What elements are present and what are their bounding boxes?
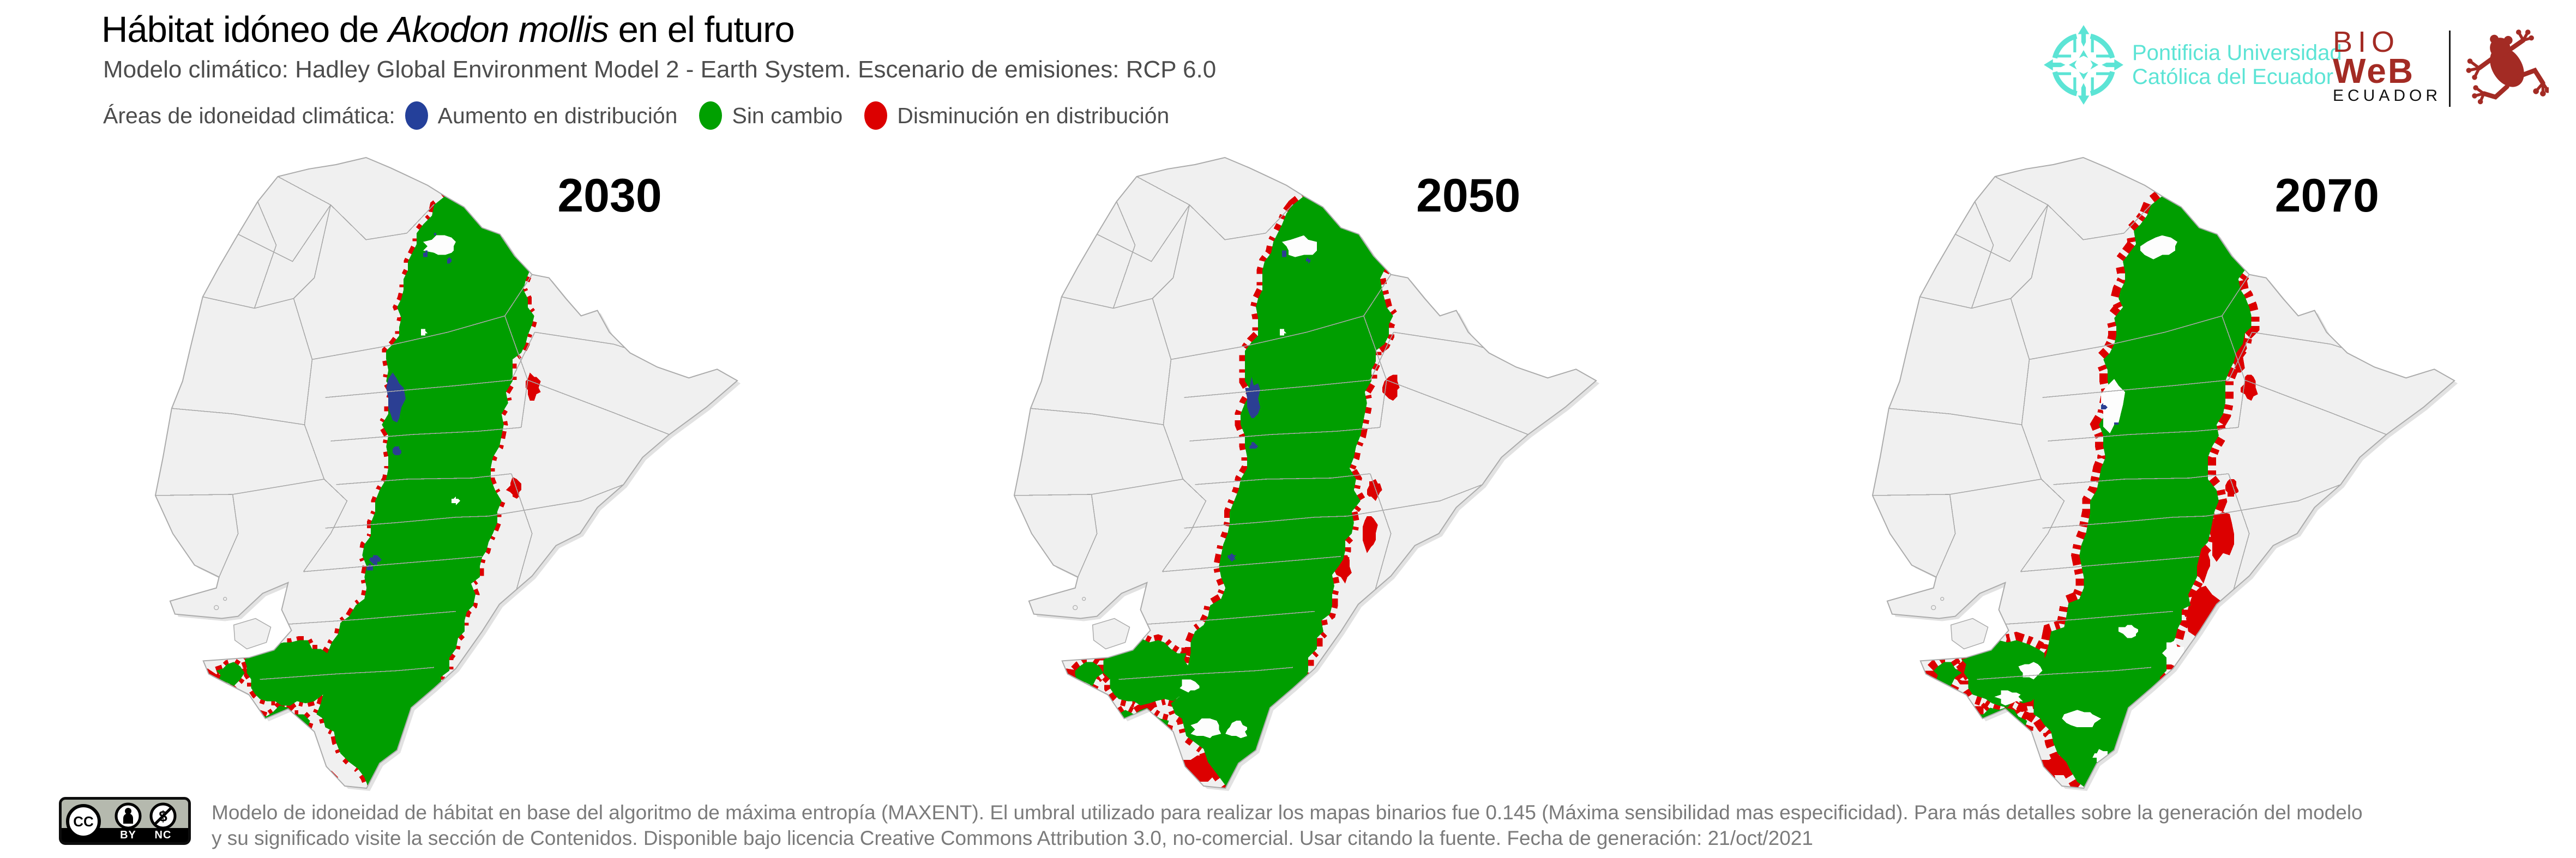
page-title: Hábitat idóneo de Akodon mollis en el fu… <box>101 9 795 51</box>
frog-icon <box>2466 29 2549 105</box>
bioweb-logo-text: BIO WeB ECUADOR <box>2333 26 2442 110</box>
puce-emblem-icon <box>2044 25 2123 105</box>
creative-commons-badge: CC $ BY NC <box>59 797 191 845</box>
year-label-2050: 2050 <box>1416 170 1521 222</box>
map-panel-2030: 2030 <box>0 152 859 800</box>
year-label-2030: 2030 <box>557 170 662 222</box>
cc-nc-dollar-icon: $ <box>149 802 177 830</box>
footer-note-line1: Modelo de idoneidad de hábitat en base d… <box>212 801 2363 824</box>
map-panel-2050: 2050 <box>859 152 1718 800</box>
map-2050 <box>1013 156 1599 791</box>
legend-dot-nochange-icon <box>699 101 723 130</box>
bioweb-ecuador-text: ECUADOR <box>2333 87 2442 105</box>
bioweb-logo: BIO WeB ECUADOR <box>2333 26 2549 110</box>
legend-item-nochange: Sin cambio <box>699 101 842 130</box>
title-species: Akodon mollis <box>388 9 609 50</box>
svg-text:CC: CC <box>73 813 94 830</box>
puce-logo: Pontificia Universidad Católica del Ecua… <box>2044 25 2342 105</box>
cc-icon: CC <box>66 804 101 839</box>
map-panel-2070: 2070 <box>1717 152 2576 800</box>
footer-note-line2: y su significado visite la sección de Co… <box>212 827 1813 849</box>
bioweb-bio-text: BIO <box>2333 26 2400 58</box>
subtitle-climate-model: Modelo climático: Hadley Global Environm… <box>103 56 1217 83</box>
puce-line2: Católica del Ecuador <box>2132 65 2334 89</box>
legend-item-decrease-label: Disminución en distribución <box>897 102 1170 128</box>
legend-item-increase-label: Aumento en distribución <box>437 102 678 128</box>
puce-logo-text: Pontificia Universidad Católica del Ecua… <box>2132 41 2342 89</box>
puce-line1: Pontificia Universidad <box>2132 41 2342 65</box>
legend-item-increase: Aumento en distribución <box>405 101 678 130</box>
map-2030 <box>154 156 741 791</box>
cc-nc-label: NC <box>154 829 172 841</box>
footer-note: Modelo de idoneidad de hábitat en base d… <box>212 800 2363 851</box>
year-label-2070: 2070 <box>2274 170 2379 222</box>
legend-label: Áreas de idoneidad climática: <box>103 102 395 128</box>
maps-row: 2030 2050 2070 <box>0 152 2576 800</box>
map-2070 <box>1872 156 2458 791</box>
legend-dot-increase-icon <box>405 101 428 130</box>
bioweb-web-text: WeB <box>2333 51 2415 90</box>
legend-item-nochange-label: Sin cambio <box>732 102 843 128</box>
bioweb-divider <box>2449 31 2451 107</box>
cc-by-person-icon <box>115 802 142 830</box>
legend-dot-decrease-icon <box>864 101 888 130</box>
legend-item-decrease: Disminución en distribución <box>864 101 1169 130</box>
title-suffix: en el futuro <box>608 9 795 50</box>
legend: Áreas de idoneidad climática: Aumento en… <box>103 99 1191 132</box>
title-prefix: Hábitat idóneo de <box>101 9 388 50</box>
cc-by-label: BY <box>120 829 136 841</box>
